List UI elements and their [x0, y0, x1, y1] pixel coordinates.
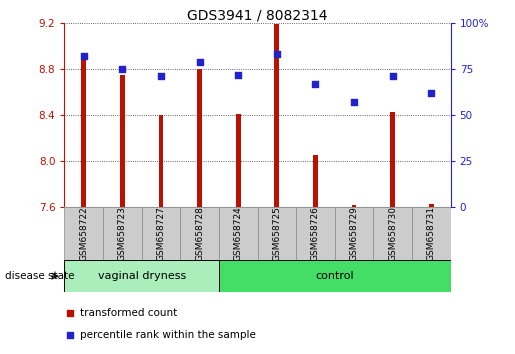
Text: GSM658729: GSM658729 [350, 206, 358, 261]
Text: GSM658728: GSM658728 [195, 206, 204, 261]
Bar [180, 207, 219, 260]
Point [65, 310, 74, 316]
Bar [64, 207, 103, 260]
Point [196, 59, 204, 64]
Bar [236, 114, 241, 207]
Bar [103, 207, 142, 260]
Text: GSM658730: GSM658730 [388, 206, 397, 261]
Point [311, 81, 319, 87]
Bar [142, 207, 180, 260]
Bar [313, 155, 318, 207]
Bar [296, 207, 335, 260]
Text: vaginal dryness: vaginal dryness [97, 271, 186, 281]
Point [273, 51, 281, 57]
Text: GSM658726: GSM658726 [311, 206, 320, 261]
Point [350, 99, 358, 105]
Text: GSM658731: GSM658731 [427, 206, 436, 261]
Bar [352, 205, 356, 207]
Text: GSM658722: GSM658722 [79, 206, 88, 261]
Bar [219, 260, 451, 292]
Text: transformed count: transformed count [80, 308, 177, 318]
Text: GSM658723: GSM658723 [118, 206, 127, 261]
Text: GSM658724: GSM658724 [234, 206, 243, 261]
Point [157, 74, 165, 79]
Bar [81, 60, 86, 207]
Text: disease state: disease state [5, 271, 75, 281]
Text: percentile rank within the sample: percentile rank within the sample [80, 330, 256, 339]
Bar [64, 260, 219, 292]
Text: GSM658727: GSM658727 [157, 206, 165, 261]
Bar [274, 24, 279, 207]
Bar [390, 112, 395, 207]
Bar [429, 204, 434, 207]
Bar [120, 75, 125, 207]
Bar [219, 207, 258, 260]
Bar [373, 207, 412, 260]
Point [388, 74, 397, 79]
Text: GDS3941 / 8082314: GDS3941 / 8082314 [187, 9, 328, 23]
Bar [159, 115, 163, 207]
Text: control: control [315, 271, 354, 281]
Bar [335, 207, 373, 260]
Point [65, 332, 74, 337]
Point [234, 72, 242, 78]
Point [118, 66, 127, 72]
Point [427, 90, 435, 96]
Text: GSM658725: GSM658725 [272, 206, 281, 261]
Bar [197, 69, 202, 207]
Bar [412, 207, 451, 260]
Point [79, 53, 88, 59]
Bar [258, 207, 296, 260]
